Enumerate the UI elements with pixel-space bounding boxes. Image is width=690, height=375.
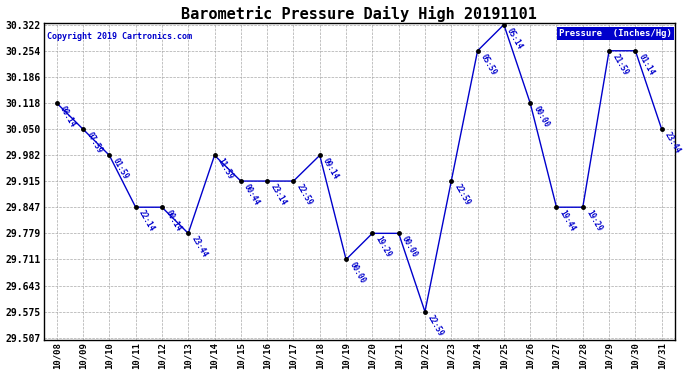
Text: 01:59: 01:59: [110, 157, 130, 181]
Text: 05:14: 05:14: [505, 26, 524, 51]
Text: 19:44: 19:44: [558, 209, 578, 233]
Text: 22:59: 22:59: [295, 183, 314, 207]
Title: Barometric Pressure Daily High 20191101: Barometric Pressure Daily High 20191101: [181, 6, 537, 21]
Text: 22:59: 22:59: [426, 313, 446, 338]
Text: Pressure  (Inches/Hg): Pressure (Inches/Hg): [559, 29, 671, 38]
Text: 00:00: 00:00: [348, 261, 367, 285]
Text: 21:59: 21:59: [611, 52, 630, 77]
Text: 09:14: 09:14: [321, 157, 340, 181]
Text: 23:44: 23:44: [190, 235, 209, 259]
Text: 22:59: 22:59: [453, 183, 472, 207]
Text: 08:14: 08:14: [58, 104, 77, 129]
Text: 05:59: 05:59: [479, 52, 498, 77]
Text: 00:14: 00:14: [164, 209, 183, 233]
Text: 11:59: 11:59: [216, 157, 235, 181]
Text: 00:00: 00:00: [400, 235, 420, 259]
Text: Copyright 2019 Cartronics.com: Copyright 2019 Cartronics.com: [47, 32, 192, 41]
Text: 00:00: 00:00: [531, 104, 551, 129]
Text: 23:44: 23:44: [663, 130, 682, 155]
Text: 19:29: 19:29: [374, 235, 393, 259]
Text: 00:44: 00:44: [242, 183, 262, 207]
Text: 01:14: 01:14: [637, 52, 656, 77]
Text: 22:14: 22:14: [137, 209, 157, 233]
Text: 19:29: 19:29: [584, 209, 604, 233]
Text: 07:59: 07:59: [84, 130, 103, 155]
Text: 23:14: 23:14: [268, 183, 288, 207]
